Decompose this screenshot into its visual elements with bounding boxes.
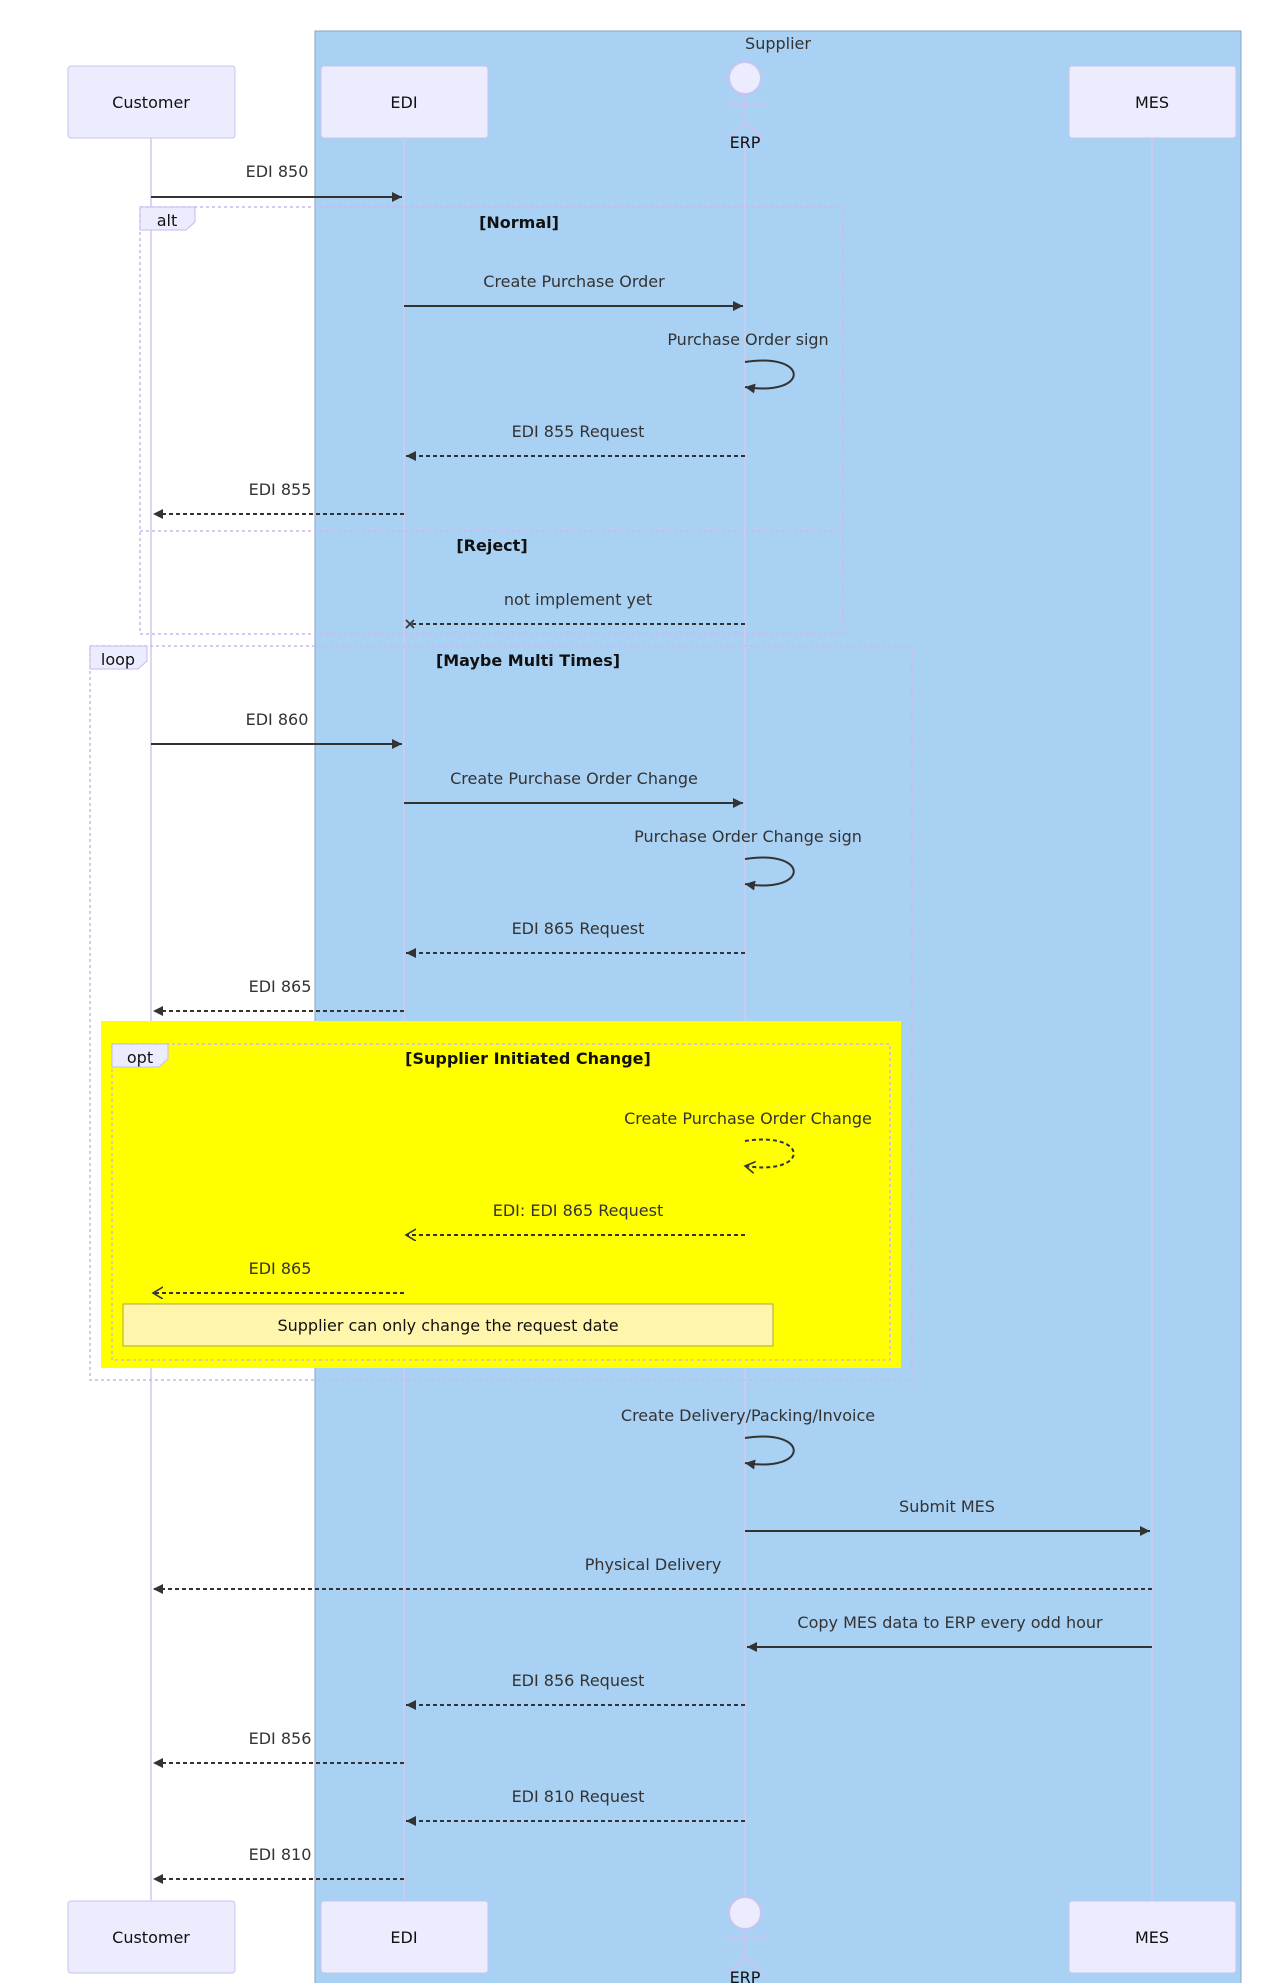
participant-customer-bottom: Customer	[67, 1900, 236, 1974]
message-edi-856-request: EDI 856 Request	[406, 1671, 745, 1710]
participant-mes-bottom: MES	[1068, 1900, 1237, 1974]
actor-icon	[725, 1896, 765, 1976]
participant-mes-top: MES	[1068, 65, 1237, 139]
message-edi-860: EDI 860	[151, 710, 402, 749]
participant-customer-top: Customer	[67, 65, 236, 139]
message-label: Physical Delivery	[585, 1555, 722, 1574]
note: Supplier can only change the request dat…	[122, 1303, 774, 1347]
participant-erp-top: ERP	[725, 61, 765, 152]
participant-edi-bottom: EDI	[320, 1900, 489, 1974]
loop-frame-condition: [Maybe Multi Times]	[436, 651, 620, 670]
message-label: EDI 865 Request	[512, 919, 645, 938]
message-label: EDI 860	[246, 710, 309, 729]
message-edi-edi-865-request: EDI: EDI 865 Request	[406, 1201, 745, 1235]
message-label: EDI 865	[249, 1259, 312, 1278]
message-label: EDI 855	[249, 480, 312, 499]
participant-label: ERP	[730, 133, 761, 152]
alt-else-condition: [Reject]	[456, 536, 527, 555]
opt-frame-condition: [Supplier Initiated Change]	[405, 1049, 651, 1068]
participant-label: EDI	[390, 93, 417, 112]
message-edi-856: EDI 856	[153, 1729, 404, 1768]
participant-label: MES	[1135, 93, 1169, 112]
message-label: EDI 810	[249, 1845, 312, 1864]
message-label: EDI 855 Request	[512, 422, 645, 441]
alt-frame-condition: [Normal]	[479, 213, 559, 232]
alt-frame: alt [Normal] [Reject]	[139, 206, 844, 635]
participant-label: EDI	[390, 1928, 417, 1947]
message-label: Submit MES	[899, 1497, 995, 1516]
opt-frame-keyword: opt	[127, 1048, 153, 1067]
message-copy-mes-data: Copy MES data to ERP every odd hour	[747, 1613, 1152, 1652]
message-self-purchase-order-change-sign: Purchase Order Change sign	[634, 827, 862, 891]
message-label: Purchase Order Change sign	[634, 827, 862, 846]
participant-label: MES	[1135, 1928, 1169, 1947]
message-label: EDI 810 Request	[512, 1787, 645, 1806]
message-label: EDI 850	[246, 162, 309, 181]
message-label: Purchase Order sign	[667, 330, 828, 349]
loop-frame: loop [Maybe Multi Times]	[89, 645, 913, 1381]
actor-icon	[725, 61, 765, 141]
participant-label: Customer	[112, 1928, 190, 1947]
participant-label: ERP	[730, 1968, 761, 1983]
participant-erp-bottom: ERP	[725, 1896, 765, 1983]
message-edi-865-request: EDI 865 Request	[406, 919, 745, 958]
message-edi-810: EDI 810	[153, 1845, 404, 1884]
message-label: Create Delivery/Packing/Invoice	[621, 1406, 875, 1425]
message-edi-865-opt: EDI 865	[153, 1259, 404, 1293]
loop-frame-keyword: loop	[101, 650, 135, 669]
message-self-create-purchase-order-change: Create Purchase Order Change	[624, 1109, 872, 1167]
message-edi-850: EDI 850	[151, 162, 402, 202]
participant-label: Customer	[112, 93, 190, 112]
message-self-create-delivery: Create Delivery/Packing/Invoice	[621, 1406, 875, 1470]
alt-frame-keyword: alt	[157, 211, 178, 230]
message-label: EDI 865	[249, 977, 312, 996]
message-physical-delivery: Physical Delivery	[153, 1555, 1152, 1594]
message-label: EDI 856 Request	[512, 1671, 645, 1690]
message-label: EDI 856	[249, 1729, 312, 1748]
message-edi-865: EDI 865	[153, 977, 404, 1016]
message-label: Create Purchase Order	[483, 272, 665, 291]
message-self-purchase-order-sign: Purchase Order sign	[667, 330, 829, 394]
message-label: EDI: EDI 865 Request	[493, 1201, 663, 1220]
message-not-implement-yet: not implement yet	[405, 590, 745, 629]
message-edi-855-request: EDI 855 Request	[406, 422, 745, 461]
message-edi-855: EDI 855	[153, 480, 404, 519]
note-text: Supplier can only change the request dat…	[277, 1316, 618, 1335]
message-label: Create Purchase Order Change	[624, 1109, 872, 1128]
message-label: not implement yet	[504, 590, 652, 609]
supplier-box	[314, 30, 1242, 1983]
message-create-purchase-order-change: Create Purchase Order Change	[404, 769, 743, 808]
message-label: Create Purchase Order Change	[450, 769, 698, 788]
supplier-box-label: Supplier	[745, 34, 811, 53]
message-submit-mes: Submit MES	[745, 1497, 1150, 1536]
participant-edi-top: EDI	[320, 65, 489, 139]
message-create-purchase-order: Create Purchase Order	[404, 272, 743, 311]
message-edi-810-request: EDI 810 Request	[406, 1787, 745, 1826]
message-label: Copy MES data to ERP every odd hour	[797, 1613, 1103, 1632]
